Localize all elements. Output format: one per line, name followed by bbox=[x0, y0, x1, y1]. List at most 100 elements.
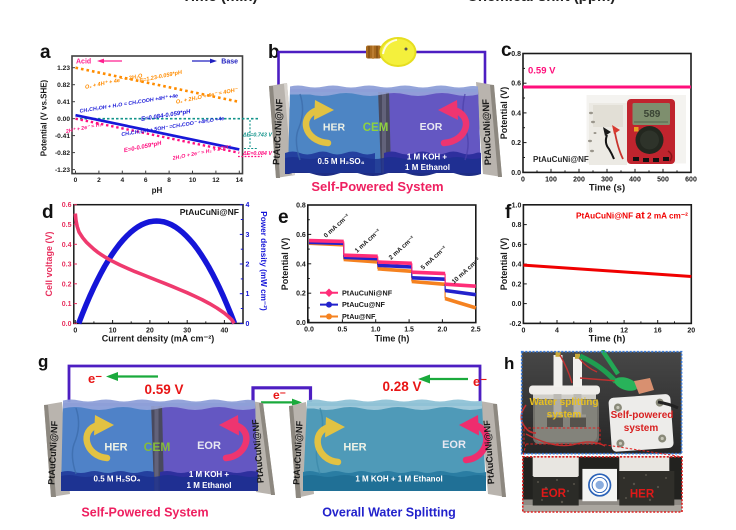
svg-text:200: 200 bbox=[573, 177, 585, 184]
svg-text:-0.2: -0.2 bbox=[509, 321, 521, 328]
svg-text:2.0: 2.0 bbox=[438, 327, 448, 334]
svg-text:2.5: 2.5 bbox=[471, 327, 481, 334]
svg-text:system: system bbox=[547, 410, 582, 421]
svg-text:1: 1 bbox=[246, 291, 250, 298]
svg-text:0.59 V: 0.59 V bbox=[528, 66, 556, 77]
svg-text:e⁻: e⁻ bbox=[473, 374, 487, 389]
svg-text:0.4: 0.4 bbox=[511, 110, 521, 117]
svg-text:2H⁺ + 2e⁻ = H₂: 2H⁺ + 2e⁻ = H₂ bbox=[64, 122, 102, 135]
svg-text:0.5: 0.5 bbox=[62, 222, 72, 229]
svg-text:4: 4 bbox=[120, 177, 124, 184]
svg-text:EOR: EOR bbox=[420, 121, 443, 133]
svg-text:1 mA cm⁻²: 1 mA cm⁻² bbox=[354, 228, 382, 255]
svg-text:0.5 M H₂SO₄: 0.5 M H₂SO₄ bbox=[318, 157, 365, 166]
svg-text:589: 589 bbox=[644, 109, 661, 120]
svg-text:600: 600 bbox=[685, 177, 697, 184]
svg-text:Self-Powered System: Self-Powered System bbox=[81, 506, 208, 520]
svg-text:0.2: 0.2 bbox=[296, 291, 306, 298]
svg-text:Current density (mA cm⁻²): Current density (mA cm⁻²) bbox=[102, 334, 214, 344]
svg-text:PtAuCuNi@NF: PtAuCuNi@NF bbox=[481, 99, 494, 166]
svg-text:0.6: 0.6 bbox=[512, 242, 522, 249]
svg-text:1 M Ethanol: 1 M Ethanol bbox=[187, 481, 232, 490]
svg-text:0.0: 0.0 bbox=[296, 320, 306, 327]
svg-text:0.82: 0.82 bbox=[57, 82, 70, 89]
svg-text:0.6: 0.6 bbox=[511, 81, 521, 88]
svg-text:PtAuCu@NF: PtAuCu@NF bbox=[342, 300, 386, 309]
svg-text:Time (s): Time (s) bbox=[589, 183, 625, 194]
svg-text:CH₃CH₂OH + H₂O = CH₃COOH +4H⁺: CH₃CH₂OH + H₂O = CH₃COOH +4H⁺ +4e bbox=[79, 93, 178, 115]
svg-text:e⁻: e⁻ bbox=[273, 388, 286, 402]
svg-text:Time (h): Time (h) bbox=[375, 334, 410, 344]
svg-text:0.5: 0.5 bbox=[338, 327, 348, 334]
svg-text:Potential (V vs.SHE): Potential (V vs.SHE) bbox=[40, 79, 49, 156]
svg-text:0.8: 0.8 bbox=[512, 222, 522, 229]
svg-text:system: system bbox=[624, 423, 659, 434]
svg-text:0.8: 0.8 bbox=[296, 203, 306, 210]
svg-text:0: 0 bbox=[246, 321, 250, 328]
svg-text:PtAuCuNi@NF at 2 mA cm⁻²: PtAuCuNi@NF at 2 mA cm⁻² bbox=[576, 210, 688, 222]
svg-text:0.2: 0.2 bbox=[511, 140, 521, 147]
svg-text:pH: pH bbox=[152, 186, 163, 195]
svg-text:HER: HER bbox=[104, 442, 127, 454]
svg-text:0.0: 0.0 bbox=[512, 301, 522, 308]
svg-text:4: 4 bbox=[555, 328, 559, 335]
svg-text:Self-Powered System: Self-Powered System bbox=[311, 179, 443, 194]
svg-text:0: 0 bbox=[73, 328, 77, 335]
svg-text:O₂ + 2H₂O + 4e⁻ = 4OH⁻: O₂ + 2H₂O + 4e⁻ = 4OH⁻ bbox=[175, 87, 239, 106]
svg-text:16: 16 bbox=[654, 328, 662, 335]
svg-text:PtAuCuNi@NF: PtAuCuNi@NF bbox=[342, 288, 393, 297]
svg-text:500: 500 bbox=[657, 177, 669, 184]
svg-text:E=1.23-0.059*pH: E=1.23-0.059*pH bbox=[139, 70, 184, 85]
svg-text:0.6: 0.6 bbox=[296, 232, 306, 239]
svg-text:PtAuCuNi@NF: PtAuCuNi@NF bbox=[46, 420, 59, 485]
svg-text:0: 0 bbox=[521, 177, 525, 184]
svg-text:14: 14 bbox=[236, 177, 244, 184]
svg-text:0.6: 0.6 bbox=[62, 202, 72, 209]
svg-text:300: 300 bbox=[601, 177, 613, 184]
svg-text:ΔE=0.743 V: ΔE=0.743 V bbox=[242, 133, 272, 139]
svg-text:1.0: 1.0 bbox=[371, 327, 381, 334]
svg-text:0.2: 0.2 bbox=[512, 281, 522, 288]
svg-text:-0.41: -0.41 bbox=[55, 133, 70, 140]
svg-text:3: 3 bbox=[246, 232, 250, 239]
svg-text:PtAu@NF: PtAu@NF bbox=[342, 312, 376, 321]
svg-text:2: 2 bbox=[97, 177, 101, 184]
svg-text:8: 8 bbox=[167, 177, 171, 184]
svg-text:8: 8 bbox=[589, 328, 593, 335]
svg-text:0.4: 0.4 bbox=[512, 262, 522, 269]
svg-text:30: 30 bbox=[183, 328, 191, 335]
svg-text:HER: HER bbox=[343, 442, 366, 454]
svg-text:12: 12 bbox=[620, 328, 628, 335]
svg-text:-1.23: -1.23 bbox=[55, 167, 70, 174]
svg-text:PtAuCuNi@NF: PtAuCuNi@NF bbox=[533, 155, 589, 164]
svg-text:-0.82: -0.82 bbox=[55, 150, 70, 157]
svg-text:2 mA cm⁻²: 2 mA cm⁻² bbox=[388, 235, 416, 262]
svg-text:CEM: CEM bbox=[363, 122, 389, 134]
svg-text:20: 20 bbox=[146, 328, 154, 335]
svg-text:1 M KOH + 1 M Ethanol: 1 M KOH + 1 M Ethanol bbox=[355, 475, 442, 484]
svg-text:20: 20 bbox=[687, 328, 695, 335]
svg-text:100: 100 bbox=[545, 177, 557, 184]
svg-text:6: 6 bbox=[144, 177, 148, 184]
svg-text:PtAuCuNi@NF: PtAuCuNi@NF bbox=[180, 207, 239, 217]
svg-text:0.5 M H₂SO₄: 0.5 M H₂SO₄ bbox=[94, 475, 141, 484]
svg-text:HER: HER bbox=[630, 489, 655, 501]
svg-text:Acid: Acid bbox=[76, 59, 91, 66]
svg-text:Cell voltage (V): Cell voltage (V) bbox=[44, 231, 54, 296]
svg-text:HER: HER bbox=[323, 122, 346, 134]
svg-text:0.4: 0.4 bbox=[62, 242, 72, 249]
svg-text:1.23: 1.23 bbox=[57, 65, 70, 72]
svg-text:EOR: EOR bbox=[442, 439, 466, 451]
svg-text:4: 4 bbox=[246, 202, 250, 209]
svg-text:PtAuCuNi@NF: PtAuCuNi@NF bbox=[291, 420, 304, 485]
svg-text:EOR: EOR bbox=[197, 440, 221, 452]
svg-text:1.5: 1.5 bbox=[404, 327, 414, 334]
svg-text:10 mA cm⁻²: 10 mA cm⁻² bbox=[451, 257, 482, 286]
svg-text:0.0: 0.0 bbox=[511, 170, 521, 177]
svg-text:E=0.084-0.059*pH: E=0.084-0.059*pH bbox=[141, 109, 192, 123]
svg-text:0.4: 0.4 bbox=[296, 261, 306, 268]
svg-text:12: 12 bbox=[212, 177, 220, 184]
svg-text:0 mA cm⁻²: 0 mA cm⁻² bbox=[323, 213, 351, 240]
svg-text:10: 10 bbox=[189, 177, 197, 184]
svg-text:CEM: CEM bbox=[144, 440, 171, 454]
